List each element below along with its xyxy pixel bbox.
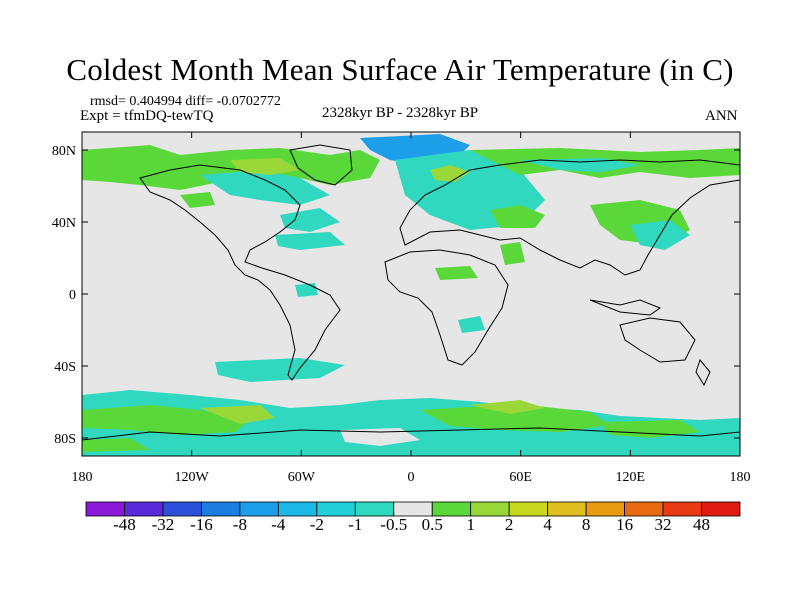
lat-tick-label: 40N bbox=[52, 216, 76, 231]
lat-tick-label: 80S bbox=[54, 432, 76, 447]
stats-text: rmsd= 0.404994 diff= -0.0702772 bbox=[90, 94, 281, 109]
colorbar bbox=[85, 501, 741, 517]
colorbar-swatch bbox=[624, 501, 664, 517]
anomaly-fields bbox=[82, 134, 740, 456]
colorbar-label: 32 bbox=[654, 515, 672, 534]
colorbar-swatch bbox=[585, 501, 625, 517]
colorbar-label: 1 bbox=[466, 515, 475, 534]
colorbar-swatch bbox=[431, 501, 472, 517]
lat-tick-label: 80N bbox=[52, 144, 76, 159]
lon-tick-label: 120E bbox=[616, 470, 646, 485]
colorbar-label: -8 bbox=[232, 515, 247, 534]
colorbar-label: 16 bbox=[616, 515, 634, 534]
colorbar-swatch bbox=[124, 501, 164, 517]
lon-tick-label: 60W bbox=[288, 470, 316, 485]
colorbar-label: 8 bbox=[581, 515, 591, 534]
colorbar-label: 4 bbox=[543, 515, 552, 534]
colorbar-label: 2 bbox=[504, 515, 514, 534]
colorbar-swatch bbox=[162, 501, 202, 517]
colorbar-label: 0.5 bbox=[421, 515, 443, 534]
colorbar-swatch bbox=[508, 501, 549, 517]
season-text: ANN bbox=[705, 108, 738, 124]
lon-tick-label: 120W bbox=[175, 470, 210, 485]
lon-tick-label: 180 bbox=[730, 470, 751, 485]
lon-tick-label: 180 bbox=[72, 470, 93, 485]
colorbar-label: -1 bbox=[348, 515, 363, 534]
colorbar-label: -0.5 bbox=[380, 515, 408, 534]
colorbar-swatch bbox=[470, 501, 510, 517]
colorbar-label: -4 bbox=[271, 515, 286, 534]
colorbar-label: -48 bbox=[113, 515, 136, 534]
colorbar-swatch bbox=[662, 501, 702, 517]
lon-axis: 180 120W 60W 0 60E 120E 180 bbox=[72, 132, 751, 485]
colorbar-swatch bbox=[316, 501, 356, 517]
lat-axis: 80N 40N 0 40S 80S bbox=[52, 144, 740, 447]
period-text: 2328kyr BP - 2328kyr BP bbox=[322, 105, 479, 121]
lat-tick-label: 0 bbox=[69, 288, 76, 303]
experiment-text: Expt = tfmDQ-tewTQ bbox=[80, 108, 214, 124]
colorbar-label: -16 bbox=[190, 515, 213, 534]
colorbar-swatch bbox=[277, 501, 318, 517]
colorbar-swatch bbox=[701, 501, 741, 517]
colorbar-swatch bbox=[239, 501, 279, 517]
colorbar-swatch bbox=[393, 501, 433, 517]
lon-tick-label: 0 bbox=[408, 470, 415, 485]
colorbar-label: -32 bbox=[151, 515, 175, 534]
colorbar-label: 48 bbox=[693, 515, 711, 534]
lon-tick-label: 60E bbox=[509, 470, 532, 485]
colorbar-swatch bbox=[354, 501, 395, 517]
lat-tick-label: 40S bbox=[54, 360, 76, 375]
colorbar-swatch bbox=[201, 501, 241, 517]
coastlines bbox=[82, 144, 740, 441]
map-title: Coldest Month Mean Surface Air Temperatu… bbox=[66, 52, 734, 87]
colorbar-swatch bbox=[85, 501, 125, 517]
colorbar-label: -2 bbox=[309, 515, 324, 534]
colorbar-swatch bbox=[547, 501, 587, 517]
